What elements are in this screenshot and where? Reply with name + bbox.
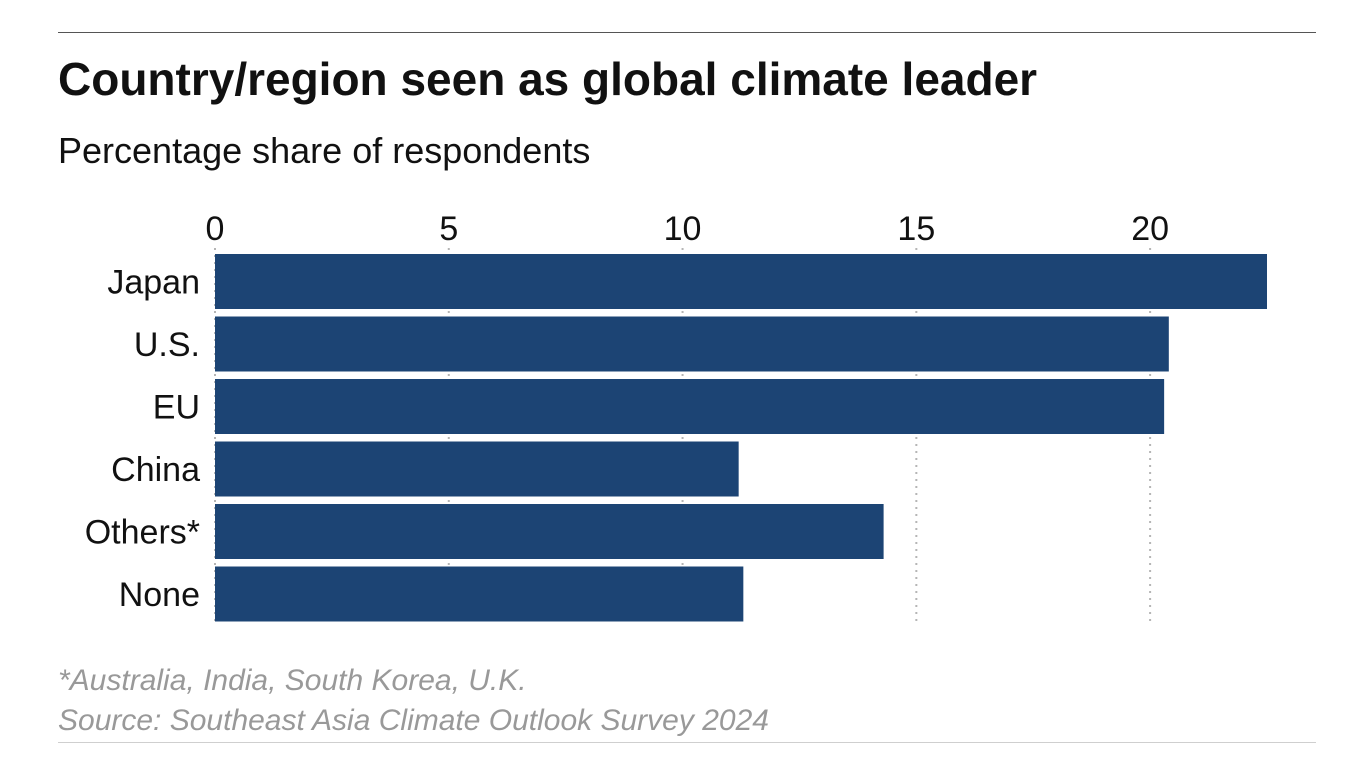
category-labels: Japan U.S. EU China Others* None: [85, 264, 200, 615]
bar-eu: [215, 379, 1165, 434]
category-label: EU: [153, 389, 200, 427]
x-tick-label: 15: [897, 210, 935, 248]
bottom-rule: [58, 742, 1316, 743]
bar-japan: [215, 254, 1267, 309]
x-tick-label: 10: [664, 210, 702, 248]
x-tick-label: 5: [439, 210, 458, 248]
bar-none: [215, 566, 744, 622]
top-rule: [58, 32, 1316, 33]
bars: [215, 254, 1267, 622]
bar-others: [215, 504, 884, 559]
bar-us: [215, 316, 1169, 372]
category-label: Japan: [107, 264, 200, 302]
x-tick-label: 20: [1131, 210, 1169, 248]
category-label: Others*: [85, 514, 200, 552]
bar-chart: 0 5 10 15 20 Japan U.S. EU China Others* None: [85, 210, 1267, 624]
footnote-others: *Australia, India, South Korea, U.K.: [58, 664, 527, 697]
chart-title: Country/region seen as global climate le…: [58, 53, 1038, 105]
x-axis-ticks: 0 5 10 15 20: [206, 210, 1169, 248]
chart-subtitle: Percentage share of respondents: [58, 130, 591, 171]
category-label: China: [111, 451, 200, 489]
source-note: Source: Southeast Asia Climate Outlook S…: [58, 704, 769, 737]
category-label: None: [119, 576, 200, 614]
bar-china: [215, 441, 739, 497]
x-tick-label: 0: [206, 210, 225, 248]
category-label: U.S.: [134, 326, 200, 364]
